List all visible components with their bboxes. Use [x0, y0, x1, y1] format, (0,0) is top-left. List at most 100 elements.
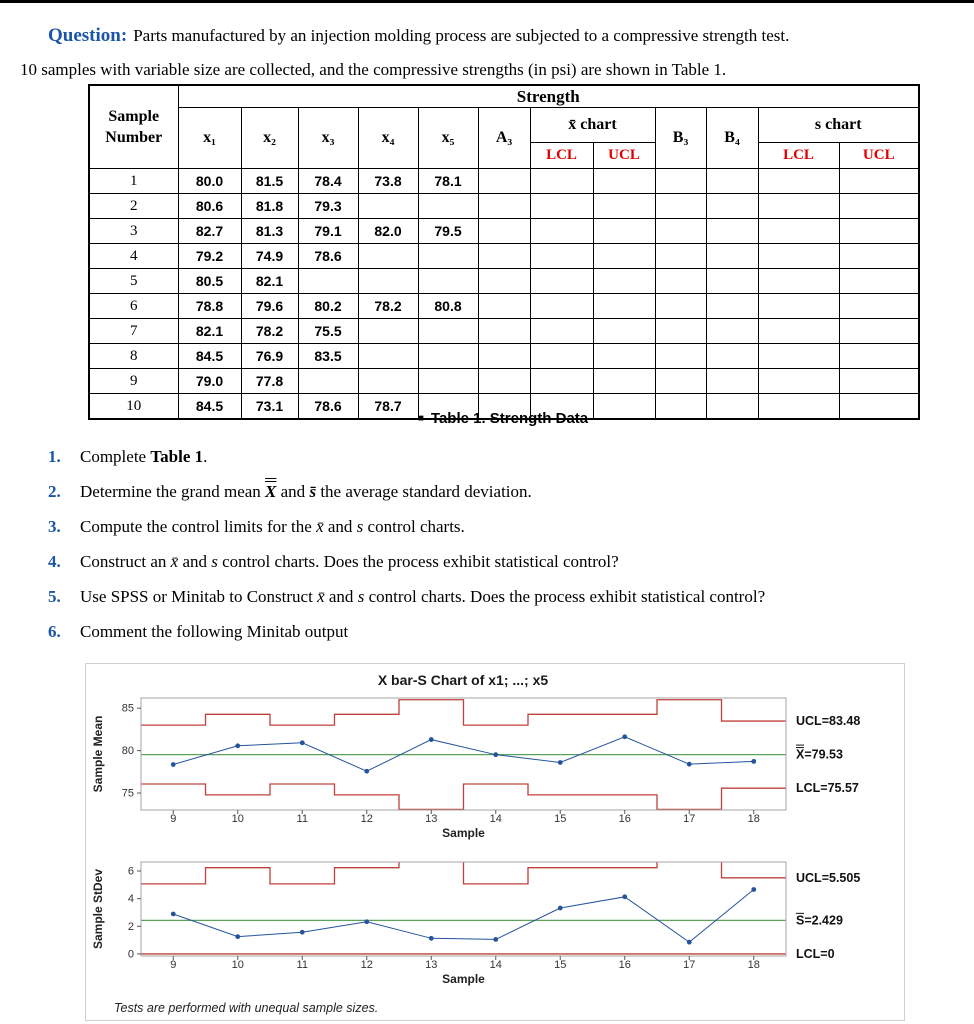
x-tick-label: 11: [297, 959, 308, 971]
data-point: [428, 737, 434, 742]
empty-cell: [529, 168, 594, 194]
empty-cell: [654, 293, 707, 319]
value-cell: 78.2: [240, 318, 299, 344]
column-header-b3: B₃: [654, 107, 707, 169]
data-point: [557, 760, 563, 765]
empty-cell: [529, 243, 594, 269]
s-lcl-header: LCL: [757, 142, 840, 169]
data-point: [493, 752, 499, 758]
empty-cell: [654, 393, 707, 420]
empty-cell: [705, 368, 759, 394]
question-number: 6.: [48, 622, 61, 641]
x-tick-label: 14: [490, 959, 502, 971]
value-cell: 79.0: [177, 368, 242, 394]
value-cell: 78.4: [297, 168, 359, 194]
data-point: [751, 887, 757, 892]
table-row: 9 79.0 77.8: [88, 368, 920, 394]
xbar-panel: 75 80 85 9 10 11 12 13 14 15 16 17 18 Sample Sample Me…: [91, 697, 860, 840]
value-cell: 78.1: [417, 168, 479, 194]
value-cell: [417, 368, 479, 394]
data-point: [235, 934, 241, 940]
x-tick-label: 14: [490, 813, 502, 825]
s-ucl-header: UCL: [838, 142, 920, 169]
column-header-a3: A₃: [477, 107, 531, 169]
intro-paragraph: 10 samples with variable size are collec…: [20, 60, 727, 79]
empty-cell: [592, 268, 656, 294]
value-cell: 74.9: [240, 243, 299, 269]
y-tick-label: 0: [128, 948, 134, 960]
value-cell: [357, 193, 419, 219]
data-point: [364, 919, 370, 925]
data-point: [622, 894, 628, 900]
value-cell: 82.0: [357, 218, 419, 244]
s-panel: 0 2 4 6 9 10 11 12 13 14 15 16 17 18 Sample Sample StDe…: [91, 861, 860, 986]
empty-cell: [757, 168, 840, 194]
data-line: [173, 736, 754, 772]
value-cell: 78.2: [357, 293, 419, 319]
column-header-b4: B₄: [705, 107, 759, 169]
x-tick-label: 11: [297, 813, 308, 825]
value-cell: [417, 343, 479, 369]
value-cell: [357, 368, 419, 394]
empty-cell: [654, 168, 707, 194]
empty-cell: [477, 318, 531, 344]
limit-label: UCL=83.48: [796, 714, 860, 728]
empty-cell: [705, 293, 759, 319]
x-axis-label: Sample: [442, 972, 485, 986]
table-row: 7 82.1 78.2 75.5: [88, 318, 920, 344]
s-chart-header: s chart: [757, 107, 920, 143]
sample-number-cell: 9: [88, 368, 179, 394]
value-cell: 83.5: [297, 343, 359, 369]
top-border-rule: [0, 0, 974, 3]
chart-title: X bar-S Chart of x1; ...; x5: [378, 672, 549, 688]
value-cell: 81.5: [240, 168, 299, 194]
y-tick-label: 85: [122, 703, 134, 715]
xbar-lcl-header: LCL: [529, 142, 594, 169]
empty-cell: [477, 343, 531, 369]
strength-header: Strength: [177, 84, 920, 108]
column-header-x2: x₂: [240, 107, 299, 169]
empty-cell: [529, 293, 594, 319]
question-label: Question:: [48, 25, 128, 46]
value-cell: [357, 318, 419, 344]
empty-cell: [592, 168, 656, 194]
question-list: 1. Complete Table 1. 2. Determine the grand…: [48, 446, 958, 656]
data-point: [364, 768, 370, 774]
limit-label: S=2.429: [796, 913, 843, 927]
value-cell: [357, 343, 419, 369]
value-cell: 80.2: [297, 293, 359, 319]
table-row: 3 82.7 81.3 79.1 82.0 79.5: [88, 218, 920, 244]
x-tick-label: 10: [232, 813, 244, 825]
empty-cell: [477, 193, 531, 219]
sample-number-cell: 6: [88, 293, 179, 319]
empty-cell: [654, 343, 707, 369]
data-point: [686, 761, 692, 767]
empty-cell: [529, 193, 594, 219]
question-number: 4.: [48, 552, 61, 571]
value-cell: [417, 193, 479, 219]
sample-number-cell: 4: [88, 243, 179, 269]
empty-cell: [757, 368, 840, 394]
question-text: Determine the grand mean X and s̄ the av…: [80, 482, 532, 501]
data-point: [428, 935, 434, 941]
limit-label: UCL=5.505: [796, 871, 860, 885]
data-line: [173, 889, 755, 943]
value-cell: 80.5: [177, 268, 242, 294]
x-tick-label: 17: [683, 959, 695, 971]
x-tick-label: 13: [425, 959, 437, 971]
empty-cell: [529, 218, 594, 244]
empty-cell: [477, 368, 531, 394]
empty-cell: [529, 318, 594, 344]
empty-cell: [592, 393, 656, 420]
empty-cell: [654, 243, 707, 269]
y-axis-label: Sample StDev: [91, 869, 105, 949]
column-header-x1: x₁: [177, 107, 242, 169]
panel-frame: [140, 861, 787, 957]
x-tick-label: 15: [554, 959, 566, 971]
empty-cell: [705, 168, 759, 194]
data-point: [751, 758, 757, 764]
empty-cell: [477, 243, 531, 269]
empty-cell: [477, 168, 531, 194]
column-header-x5: x₅: [417, 107, 479, 169]
empty-cell: [592, 343, 656, 369]
